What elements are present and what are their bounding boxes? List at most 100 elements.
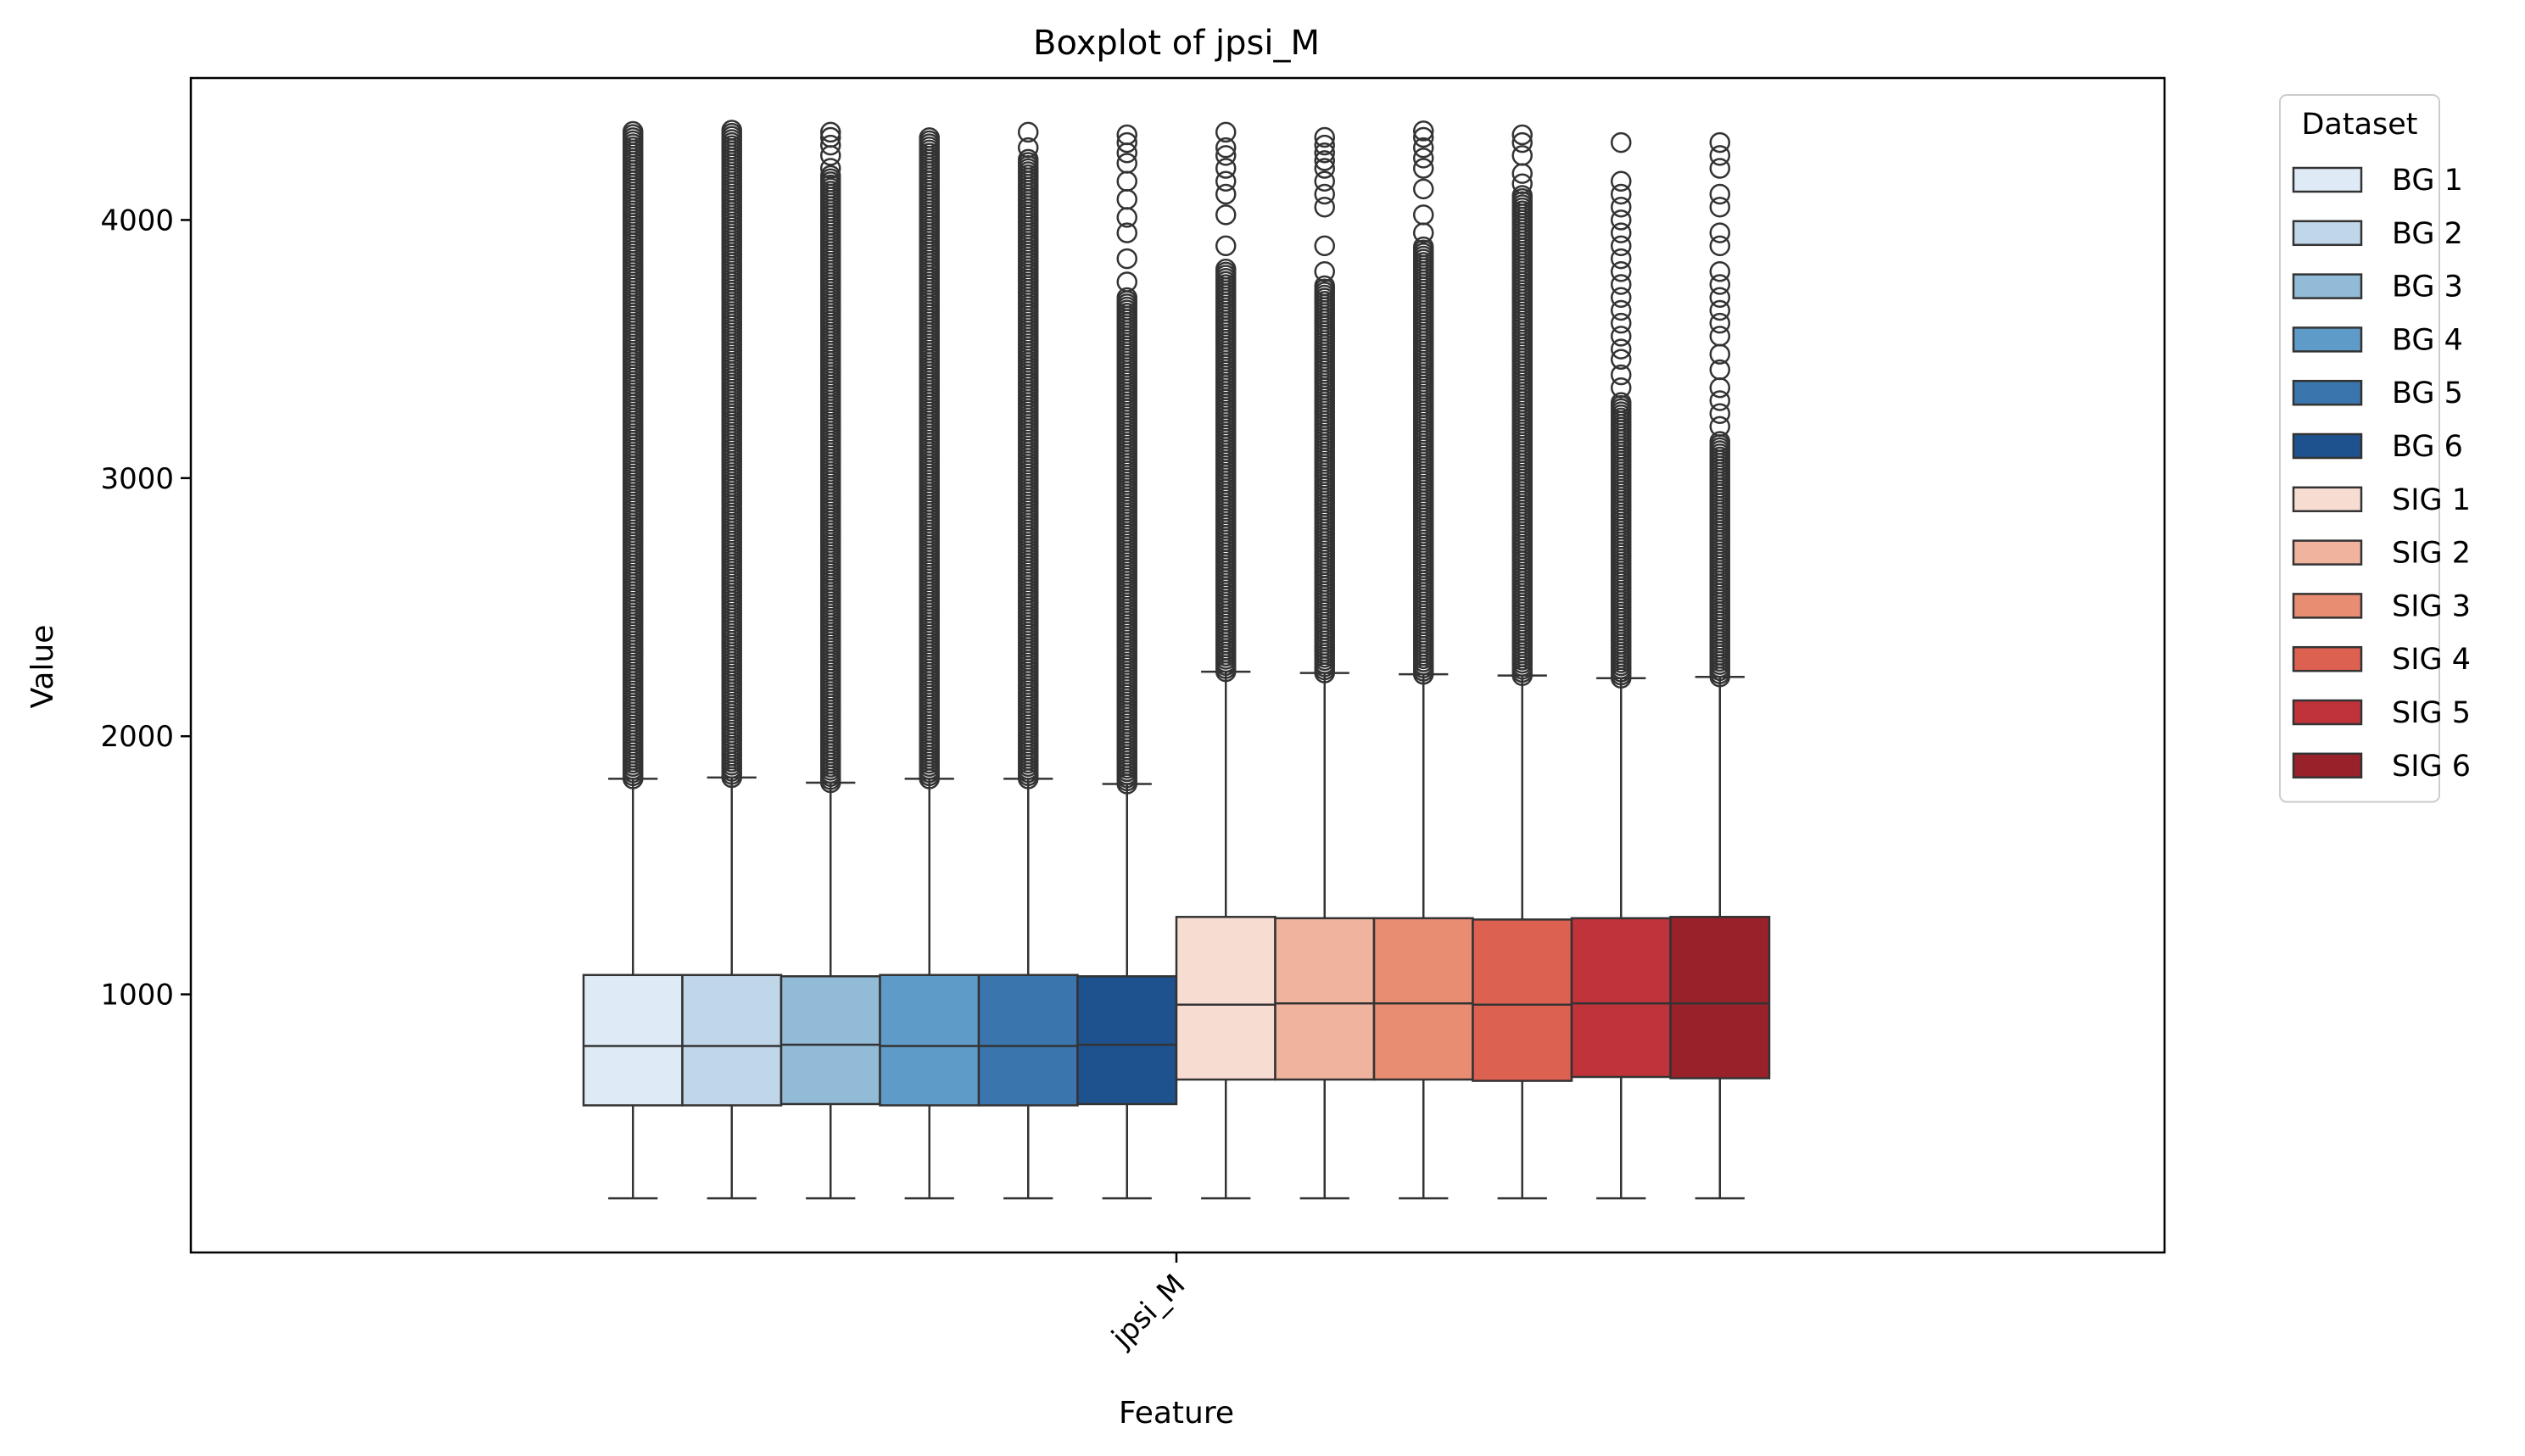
box-bg-2	[681, 120, 783, 1200]
box-bg-1	[582, 120, 684, 1200]
outlier-point	[1611, 235, 1632, 257]
legend-item: BG 5	[2292, 377, 2463, 410]
outlier-point	[1018, 137, 1039, 159]
legend-swatch	[2292, 326, 2363, 353]
outlier-point	[1709, 222, 1730, 243]
legend-item: SIG 3	[2292, 589, 2471, 623]
outlier-point	[1709, 312, 1730, 334]
outlier-point	[1116, 131, 1137, 153]
outlier-point	[1018, 148, 1039, 170]
outlier-point	[1611, 299, 1632, 321]
legend-label: BG 6	[2392, 430, 2463, 464]
outlier-point	[1611, 196, 1632, 218]
outlier-point	[1611, 222, 1632, 243]
outlier-point	[1709, 261, 1730, 282]
legend-item: SIG 4	[2292, 643, 2471, 677]
outlier-point	[1215, 170, 1237, 192]
legend-label: SIG 5	[2392, 696, 2471, 730]
legend-item: SIG 1	[2292, 483, 2471, 517]
outlier-point	[1611, 392, 1632, 413]
outlier-point	[1611, 377, 1632, 399]
outlier-point	[1511, 145, 1533, 166]
outlier-point	[1314, 183, 1335, 205]
legend-item: SIG 5	[2292, 696, 2471, 730]
outlier-point	[1314, 170, 1335, 192]
outlier-point	[1314, 261, 1335, 282]
legend-title: Dataset	[2301, 108, 2417, 142]
chart-title: Boxplot of jpsi_M	[1033, 24, 1320, 63]
plot-frame	[189, 76, 2166, 1254]
outlier-point	[1413, 204, 1434, 226]
box-sig-1	[1175, 121, 1276, 1200]
iqr-box	[1472, 918, 1573, 1082]
y-tick-label: 2000	[100, 720, 174, 754]
outlier-point	[1215, 259, 1237, 280]
outlier-point	[1116, 248, 1137, 270]
outlier-point	[919, 127, 940, 148]
outlier-point	[820, 121, 841, 143]
iqr-box	[681, 973, 783, 1107]
legend-item: SIG 2	[2292, 537, 2471, 571]
outlier-point	[1314, 126, 1335, 148]
outlier-point	[1215, 145, 1237, 166]
outlier-point	[1215, 235, 1237, 257]
outlier-point	[1709, 145, 1730, 166]
outlier-point	[1215, 204, 1237, 226]
legend-label: SIG 3	[2392, 589, 2471, 623]
legend-label: SIG 4	[2392, 643, 2471, 677]
legend-label: BG 3	[2392, 271, 2463, 304]
outlier-point	[820, 126, 841, 148]
outlier-point	[1215, 137, 1237, 159]
plot-area	[582, 120, 1771, 1200]
outlier-point	[1314, 235, 1335, 257]
outlier-point	[623, 120, 644, 142]
outliers	[919, 127, 940, 789]
outlier-point	[1709, 326, 1730, 347]
outlier-point	[1611, 312, 1632, 334]
y-axis-label: Value	[25, 625, 60, 709]
outlier-point	[1611, 349, 1632, 371]
outlier-point	[1709, 416, 1730, 438]
legend-label: BG 4	[2392, 323, 2463, 357]
outlier-point	[1709, 359, 1730, 381]
legend-label: BG 1	[2392, 164, 2463, 198]
iqr-box	[779, 975, 881, 1106]
outlier-point	[1215, 183, 1237, 205]
outliers	[1314, 126, 1335, 683]
x-axis-label: Feature	[1119, 1396, 1234, 1431]
legend-swatch	[2292, 593, 2363, 619]
outlier-point	[1709, 299, 1730, 321]
outlier-point	[1413, 158, 1434, 179]
outliers	[1116, 124, 1137, 795]
outlier-point	[1413, 120, 1434, 142]
iqr-box	[879, 973, 980, 1107]
outlier-point	[1116, 153, 1137, 174]
legend-label: BG 2	[2392, 217, 2463, 251]
outlier-point	[1709, 431, 1730, 452]
legend-swatch	[2292, 166, 2363, 193]
box-sig-2	[1274, 126, 1376, 1200]
legend-item: BG 4	[2292, 323, 2463, 357]
y-axis: 1000 2000 3000 4000	[100, 204, 191, 1013]
outlier-point	[820, 134, 841, 156]
outlier-point	[1116, 271, 1137, 293]
outlier-point	[1611, 274, 1632, 295]
box-sig-6	[1669, 131, 1771, 1200]
outlier-point	[1116, 124, 1137, 146]
outlier-point	[1709, 390, 1730, 411]
iqr-box	[582, 973, 684, 1107]
outlier-point	[1511, 173, 1533, 195]
box-bg-4	[879, 127, 980, 1200]
outlier-point	[721, 120, 742, 141]
outlier-point	[1709, 274, 1730, 295]
outlier-point	[1413, 148, 1434, 169]
legend-swatch	[2292, 273, 2363, 299]
outlier-point	[1709, 158, 1730, 179]
legend: Dataset BG 1 BG 2 BG 3 BG 4 BG 5 BG 6 SIG 1 SIG …	[2279, 94, 2471, 803]
y-tick-label: 3000	[100, 462, 174, 496]
legend-swatch	[2292, 486, 2363, 513]
y-tick-label: 1000	[100, 979, 174, 1013]
legend-swatch	[2292, 645, 2363, 672]
